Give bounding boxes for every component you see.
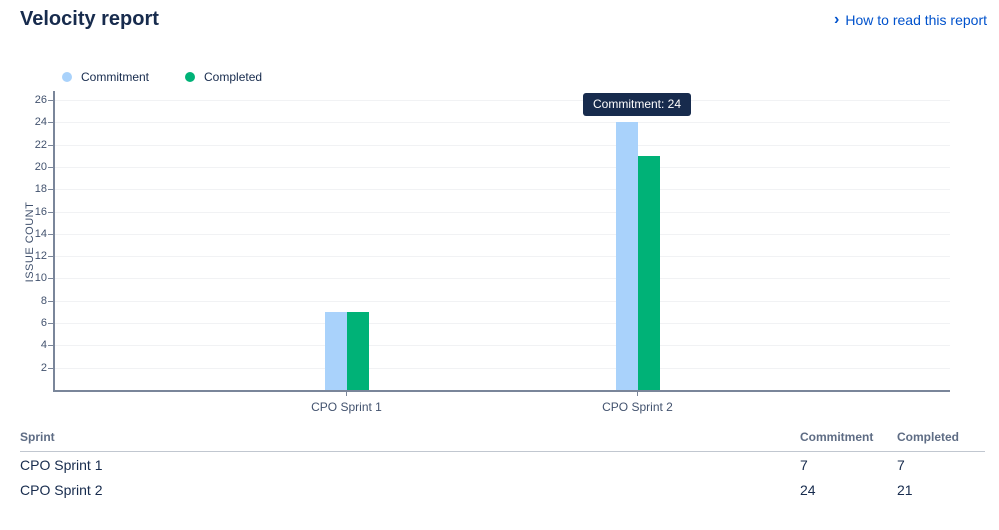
gridline-26 — [55, 100, 950, 101]
y-tick-label-4: 4 — [40, 339, 47, 352]
cell-sprint-cpo-sprint-1: CPO Sprint 1 — [20, 457, 103, 473]
cell-commitment-cpo-sprint-1: 7 — [800, 457, 808, 473]
y-tick-mark-2 — [48, 367, 53, 369]
y-tick-label-16: 16 — [34, 205, 47, 218]
help-link[interactable]: › How to read this report — [834, 11, 987, 29]
x-axis-label-cpo-sprint-2: CPO Sprint 2 — [602, 400, 673, 414]
legend-dot-commitment — [62, 72, 72, 82]
y-tick-label-24: 24 — [34, 116, 47, 129]
y-tick-label-20: 20 — [34, 160, 47, 173]
table-row-cpo-sprint-1: CPO Sprint 1 7 7 — [20, 452, 985, 477]
cell-sprint-cpo-sprint-2: CPO Sprint 2 — [20, 482, 103, 498]
bar-commitment-cpo-sprint-1[interactable] — [324, 311, 347, 390]
gridline-20 — [55, 166, 950, 168]
gridline-18 — [55, 189, 950, 191]
y-tick-mark-4 — [48, 345, 53, 347]
help-link-label: How to read this report — [845, 12, 987, 28]
y-tick-mark-22 — [48, 144, 53, 146]
column-header-commitment: Commitment — [800, 430, 874, 444]
y-tick-label-8: 8 — [40, 294, 47, 307]
y-tick-mark-10 — [48, 278, 53, 280]
gridline-14 — [55, 233, 950, 235]
table-row-cpo-sprint-2: CPO Sprint 2 24 21 — [20, 477, 985, 502]
chevron-right-icon: › — [834, 11, 840, 28]
y-axis-line — [53, 91, 55, 392]
tooltip-text: Commitment: 24 — [593, 97, 682, 111]
page-title: Velocity report — [20, 8, 159, 30]
y-tick-label-14: 14 — [34, 227, 47, 240]
gridline-12 — [55, 256, 950, 258]
bar-commitment-cpo-sprint-2[interactable] — [615, 122, 638, 390]
column-header-completed: Completed — [897, 430, 960, 444]
gridline-24 — [55, 122, 950, 124]
cell-commitment-cpo-sprint-2: 24 — [800, 482, 816, 498]
legend-item-completed: Completed — [185, 70, 262, 84]
plot-area: 2 4 6 8 10 12 14 16 18 20 22 24 26 CPO Sprint 1 CPO Sp… — [35, 91, 950, 414]
legend-label-commitment: Commitment — [81, 70, 150, 84]
y-tick-label-22: 22 — [34, 138, 47, 151]
x-axis-label-cpo-sprint-1: CPO Sprint 1 — [311, 400, 382, 414]
gridline-8 — [55, 300, 950, 302]
y-tick-mark-24 — [48, 122, 53, 124]
x-axis-line — [53, 390, 950, 392]
y-tick-label-26: 26 — [34, 94, 47, 106]
gridline-10 — [55, 278, 950, 280]
y-tick-mark-12 — [48, 256, 53, 258]
table-header-row: Sprint Commitment Completed — [20, 430, 985, 452]
gridline-4 — [55, 345, 950, 347]
y-tick-mark-18 — [48, 189, 53, 191]
y-tick-mark-6 — [48, 323, 53, 325]
y-tick-mark-20 — [48, 166, 53, 168]
y-tick-label-12: 12 — [34, 250, 47, 263]
y-tick-mark-14 — [48, 233, 53, 235]
legend-label-completed: Completed — [204, 70, 263, 84]
gridline-22 — [55, 144, 950, 146]
y-tick-label-18: 18 — [34, 183, 47, 196]
y-tick-mark-16 — [48, 211, 53, 213]
y-tick-label-6: 6 — [40, 317, 47, 330]
x-tick-mark-cpo-sprint-2 — [637, 392, 638, 396]
sprint-table: Sprint Commitment Completed CPO Sprint 1 7 7… — [20, 430, 985, 502]
y-tick-mark-26 — [48, 100, 53, 101]
tooltip: Commitment: 24 — [583, 93, 692, 116]
gridline-16 — [55, 211, 950, 213]
column-header-sprint: Sprint — [20, 430, 55, 444]
y-tick-label-10: 10 — [34, 272, 47, 285]
legend-dot-completed — [185, 72, 196, 82]
y-tick-mark-8 — [48, 300, 53, 302]
y-tick-label-2: 2 — [40, 361, 47, 374]
cell-completed-cpo-sprint-2: 21 — [897, 482, 913, 498]
bar-completed-cpo-sprint-2[interactable] — [637, 155, 660, 390]
bar-completed-cpo-sprint-1[interactable] — [346, 311, 369, 390]
table-body: CPO Sprint 1 7 7 CPO Sprint 2 24 21 — [20, 452, 985, 502]
gridline-6 — [55, 323, 950, 325]
chart-legend: Commitment Completed — [62, 70, 262, 84]
legend-item-commitment: Commitment — [62, 70, 149, 84]
gridline-2 — [55, 367, 950, 369]
x-tick-mark-cpo-sprint-1 — [346, 392, 347, 396]
cell-completed-cpo-sprint-1: 7 — [897, 457, 905, 473]
